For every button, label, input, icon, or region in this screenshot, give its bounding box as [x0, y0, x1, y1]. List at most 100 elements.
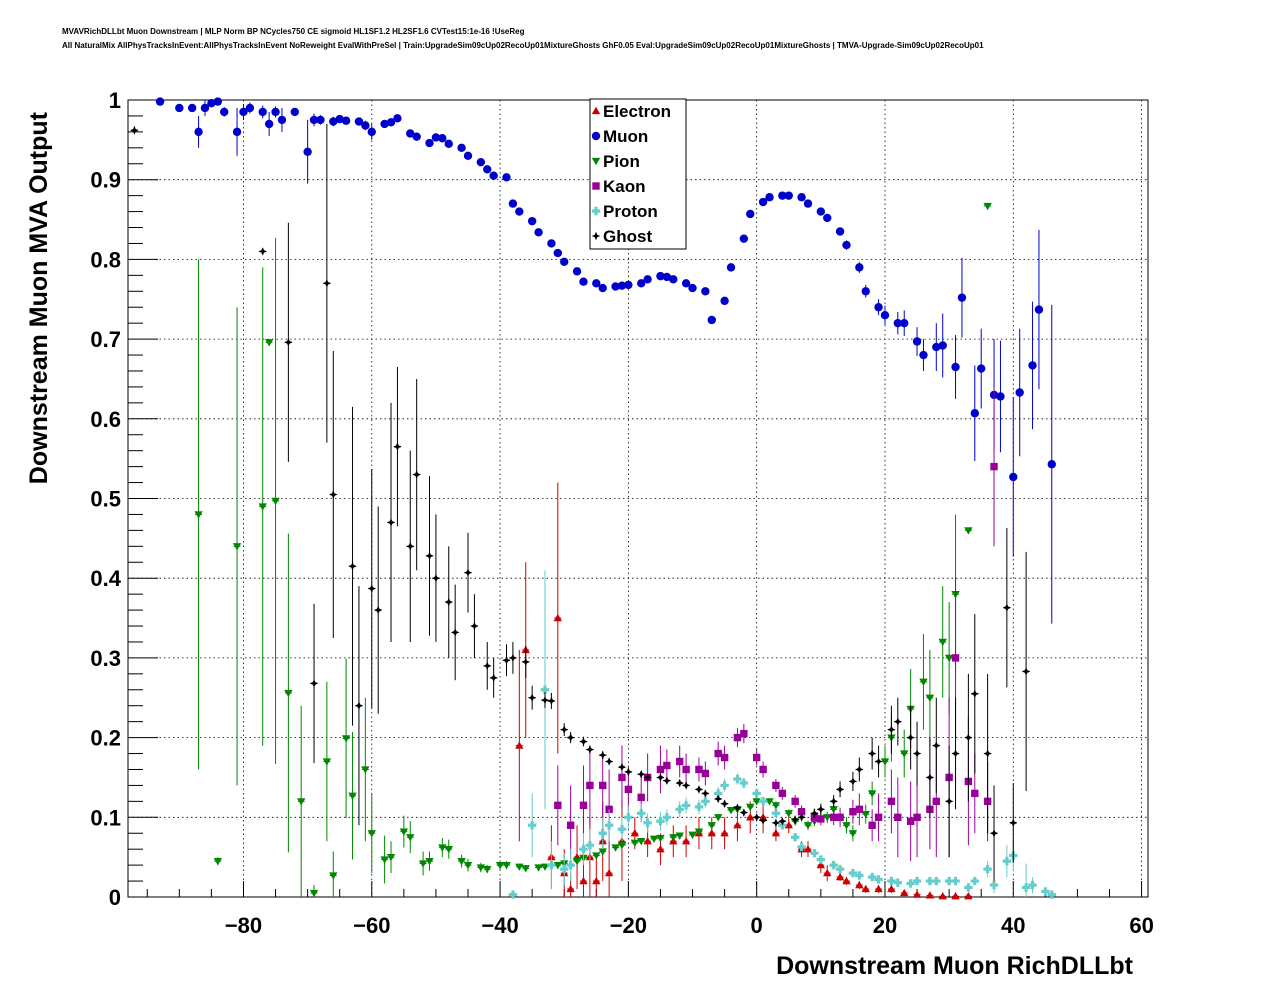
data-point — [483, 661, 492, 671]
data-point — [790, 815, 800, 824]
legend-label: Ghost — [603, 227, 652, 246]
data-point — [835, 785, 845, 794]
data-point — [803, 844, 813, 853]
data-point — [900, 888, 909, 897]
data-point — [694, 785, 704, 794]
data-point — [367, 584, 376, 593]
data-point — [553, 613, 563, 622]
data-point — [1028, 880, 1037, 890]
data-point — [329, 872, 338, 880]
data-point — [778, 817, 787, 826]
data-point — [258, 503, 267, 511]
legend-marker — [591, 106, 601, 115]
data-point — [823, 213, 832, 223]
data-point — [713, 814, 723, 822]
data-point — [675, 805, 684, 814]
data-point — [720, 781, 729, 790]
data-point — [1034, 305, 1044, 314]
data-point — [669, 834, 678, 842]
y-tick-label: 0.9 — [90, 168, 121, 193]
legend-marker — [591, 231, 601, 241]
data-point — [579, 801, 588, 810]
data-point — [887, 725, 896, 734]
data-point — [393, 114, 402, 123]
legend-label: Kaon — [603, 177, 646, 196]
data-point — [604, 821, 614, 830]
data-point — [944, 654, 954, 663]
legend: Electron Muon Pion Kaon Proton Ghost — [589, 98, 687, 250]
data-point — [970, 689, 979, 698]
series-pion — [194, 202, 992, 898]
data-point — [925, 891, 935, 899]
data-point — [912, 337, 922, 346]
data-point — [271, 497, 280, 506]
data-point — [624, 813, 633, 822]
data-point — [431, 574, 441, 583]
data-point — [868, 821, 876, 829]
data-point — [604, 868, 614, 877]
data-point — [681, 279, 691, 288]
data-point — [816, 207, 826, 216]
data-point — [515, 863, 524, 871]
y-tick-label: 0.1 — [90, 805, 121, 830]
data-point — [740, 729, 748, 738]
data-point — [681, 781, 691, 790]
series-muon — [155, 97, 1056, 624]
y-axis-title: Downstream Muon MVA Output — [25, 111, 53, 484]
y-tick-label: 0.4 — [90, 566, 121, 591]
data-point — [463, 861, 473, 870]
data-point — [309, 115, 319, 125]
data-point — [373, 605, 383, 615]
data-point — [912, 749, 922, 758]
data-point — [540, 695, 550, 705]
data-point — [662, 776, 672, 785]
data-point — [681, 801, 691, 810]
data-point — [842, 822, 851, 830]
data-point — [996, 392, 1005, 401]
data-point — [893, 717, 903, 726]
data-point — [341, 735, 351, 743]
data-point — [701, 769, 710, 778]
data-point — [932, 741, 941, 750]
data-point — [964, 883, 973, 892]
data-point — [476, 864, 486, 872]
data-point — [354, 117, 364, 126]
data-point — [964, 892, 973, 900]
y-tick-label: 0.8 — [90, 247, 121, 272]
data-point — [816, 805, 826, 814]
legend-label: Electron — [603, 102, 671, 121]
data-point — [599, 781, 607, 790]
data-point — [848, 777, 858, 786]
data-point — [663, 761, 671, 770]
data-point — [348, 562, 357, 571]
data-point — [335, 114, 344, 124]
data-point — [367, 830, 376, 838]
data-point — [579, 277, 588, 286]
data-point — [681, 837, 691, 845]
data-point — [277, 115, 287, 125]
data-point — [316, 115, 325, 125]
data-point — [964, 527, 973, 535]
data-point — [701, 287, 710, 296]
data-point — [893, 878, 903, 887]
data-point — [232, 127, 242, 137]
y-tick-label: 0.3 — [90, 646, 121, 671]
data-point — [444, 597, 453, 607]
data-point — [386, 118, 396, 127]
data-point — [874, 884, 883, 893]
data-point — [707, 822, 716, 830]
data-point — [867, 872, 877, 882]
data-point — [707, 829, 716, 837]
data-point — [431, 133, 441, 142]
data-point — [701, 797, 710, 806]
data-point — [502, 656, 511, 665]
data-point — [848, 830, 858, 838]
series-kaon — [554, 386, 998, 866]
data-point — [772, 781, 780, 790]
data-point — [438, 844, 447, 852]
data-point — [130, 126, 139, 135]
data-point — [675, 832, 684, 840]
data-point — [778, 789, 787, 798]
data-point — [695, 765, 703, 774]
